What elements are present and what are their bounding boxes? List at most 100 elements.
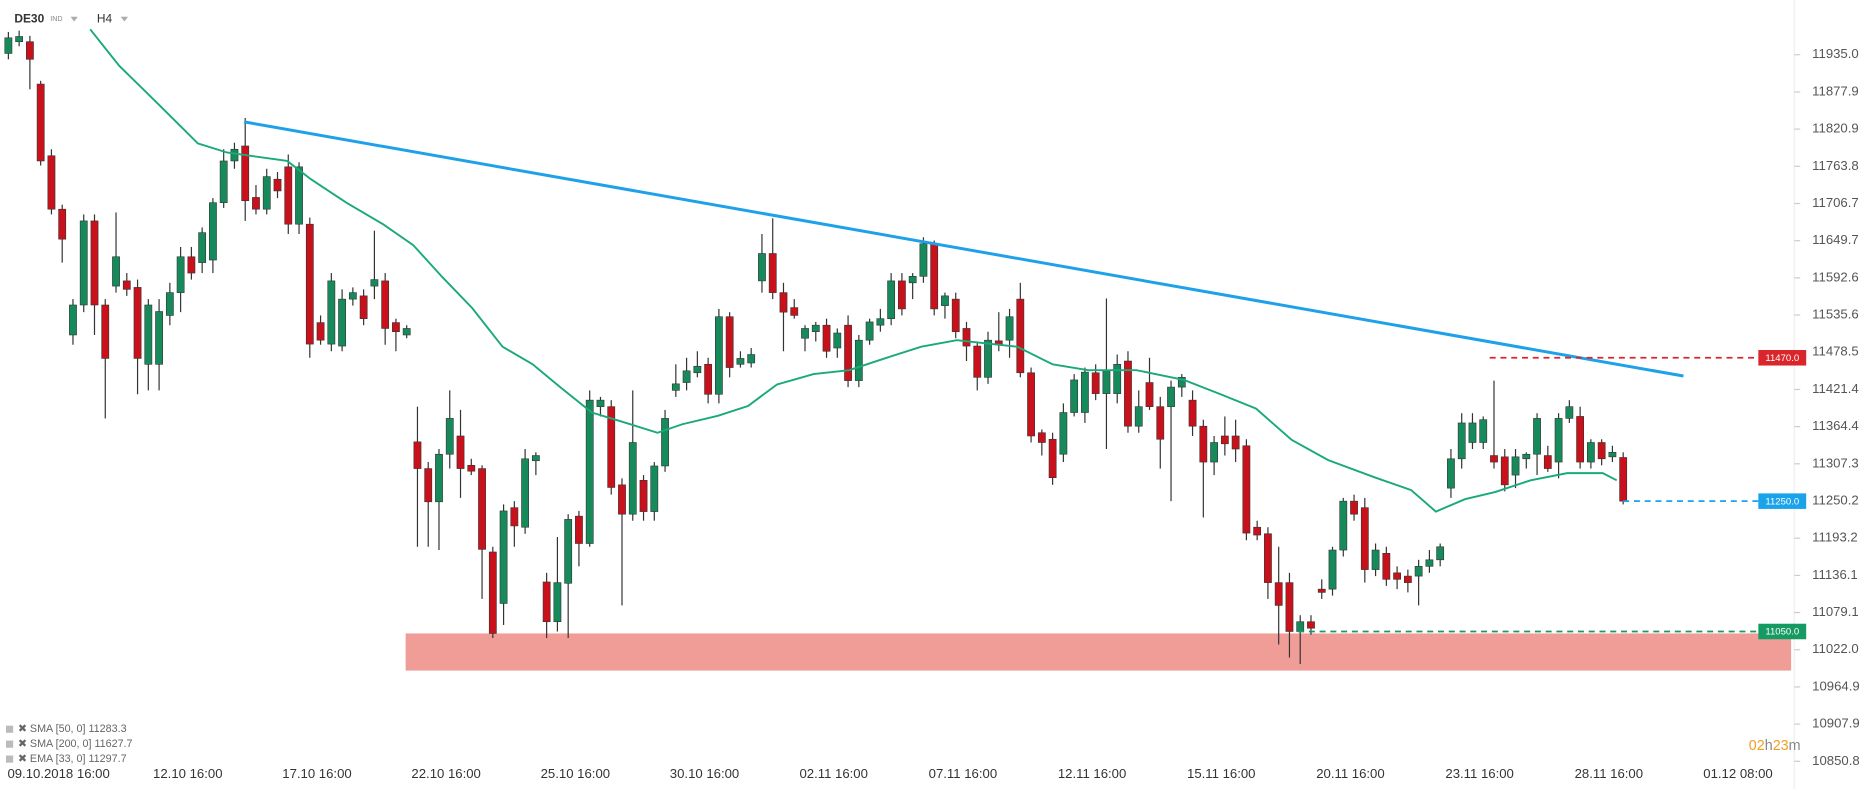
candle-body bbox=[381, 280, 390, 329]
x-tick-label: 07.11 16:00 bbox=[929, 766, 997, 781]
candle-body bbox=[1382, 552, 1391, 580]
indicator-close[interactable]: ✖ bbox=[18, 753, 27, 765]
candle-body bbox=[392, 322, 400, 333]
candle-body bbox=[1533, 418, 1541, 455]
level-label-box bbox=[1758, 350, 1807, 366]
candle-body bbox=[133, 287, 142, 359]
candle-body bbox=[1091, 372, 1100, 394]
x-tick-label: 20.11 16:00 bbox=[1316, 766, 1384, 781]
indicator-close[interactable]: ✖ bbox=[18, 738, 27, 750]
candle-body bbox=[176, 256, 185, 293]
candle-body bbox=[811, 324, 820, 333]
y-tick-label: 11706.7 bbox=[1812, 195, 1859, 210]
y-tick-label: 11079.1 bbox=[1812, 604, 1859, 619]
candle-body bbox=[499, 510, 508, 604]
candle-body bbox=[47, 155, 56, 210]
x-tick-label: 12.10 16:00 bbox=[153, 766, 222, 781]
y-tick-label: 11820.9 bbox=[1812, 121, 1859, 136]
candle-body bbox=[1124, 360, 1132, 427]
candle-body bbox=[79, 220, 88, 306]
candle-body bbox=[1360, 507, 1369, 570]
candle-body bbox=[650, 465, 659, 512]
x-tick-label: 28.11 16:00 bbox=[1575, 766, 1643, 781]
y-tick-label: 11250.2 bbox=[1812, 492, 1859, 507]
candle-body bbox=[790, 307, 799, 316]
candle-body bbox=[865, 321, 874, 341]
candle-body bbox=[435, 453, 443, 503]
candle-body bbox=[1048, 438, 1057, 478]
candle-body bbox=[488, 551, 497, 634]
candle-body bbox=[144, 304, 153, 365]
y-tick-label: 11935.0 bbox=[1812, 46, 1859, 61]
candle-body bbox=[230, 148, 239, 162]
level-label-box bbox=[1758, 623, 1807, 640]
candle-body bbox=[1339, 500, 1348, 551]
candle-body bbox=[725, 316, 734, 368]
trend-line bbox=[243, 120, 1684, 378]
candle-body bbox=[241, 145, 250, 202]
candle-body bbox=[1145, 382, 1154, 407]
candle-body bbox=[1199, 425, 1208, 463]
candle-body bbox=[1242, 445, 1251, 534]
candle-body bbox=[252, 197, 260, 210]
indicator-close[interactable]: ✖ bbox=[18, 723, 27, 735]
candle-body bbox=[887, 280, 896, 319]
timeframe[interactable]: H4 bbox=[97, 11, 113, 25]
candle-body bbox=[1070, 379, 1079, 413]
candle-body bbox=[4, 37, 13, 54]
y-tick-label: 11592.6 bbox=[1812, 269, 1859, 284]
x-tick-label: 17.10 16:00 bbox=[282, 766, 351, 781]
y-tick-label: 11763.8 bbox=[1812, 158, 1859, 173]
candle-body bbox=[854, 339, 863, 381]
dropdown-arrow[interactable] bbox=[70, 16, 78, 22]
candle-body bbox=[639, 480, 648, 512]
candle-body bbox=[919, 243, 928, 277]
candle-body bbox=[198, 232, 207, 263]
candle-body bbox=[585, 399, 594, 544]
candle-body bbox=[575, 515, 583, 544]
candle-body bbox=[187, 256, 196, 274]
candle-body bbox=[747, 354, 756, 364]
symbol[interactable]: DE30 bbox=[14, 11, 44, 25]
candle-body bbox=[596, 399, 605, 407]
dropdown-arrow[interactable] bbox=[120, 16, 128, 22]
y-tick-label: 11307.3 bbox=[1812, 455, 1859, 470]
y-tick-label: 11136.1 bbox=[1812, 567, 1858, 582]
candle-body bbox=[1253, 526, 1262, 536]
candle-body bbox=[1317, 588, 1326, 593]
y-tick-label: 11421.4 bbox=[1812, 381, 1859, 396]
candle-body bbox=[348, 292, 357, 300]
candle-body bbox=[219, 160, 228, 203]
candle-body bbox=[607, 406, 616, 488]
candle-body bbox=[338, 298, 346, 347]
candle-body bbox=[1479, 419, 1488, 443]
timer-part: h bbox=[1765, 738, 1773, 754]
moving-average bbox=[89, 28, 1618, 513]
candle-body bbox=[262, 176, 271, 210]
candle-body bbox=[1016, 298, 1025, 374]
candle-body bbox=[1081, 371, 1089, 413]
candle-body bbox=[801, 328, 809, 339]
candle-body bbox=[316, 322, 325, 341]
candle-body bbox=[564, 519, 573, 584]
candle-body bbox=[1436, 546, 1445, 561]
candle-body bbox=[542, 581, 551, 623]
candle-body bbox=[445, 418, 454, 455]
candle-body bbox=[1490, 455, 1498, 463]
timer-part: m bbox=[1789, 738, 1801, 754]
indicator-icon bbox=[5, 740, 14, 748]
candle-body bbox=[1059, 412, 1068, 455]
candle-body bbox=[1597, 442, 1606, 460]
candle-body bbox=[1296, 621, 1305, 632]
candle-body bbox=[1425, 559, 1434, 567]
candle-body bbox=[898, 280, 906, 310]
candle-body bbox=[1005, 316, 1014, 341]
candle-body bbox=[467, 465, 476, 472]
candle-body bbox=[1177, 377, 1186, 388]
candle-body bbox=[1274, 582, 1283, 606]
candle-body bbox=[284, 166, 293, 225]
candle-body bbox=[1543, 455, 1552, 469]
candle-body bbox=[305, 223, 314, 345]
